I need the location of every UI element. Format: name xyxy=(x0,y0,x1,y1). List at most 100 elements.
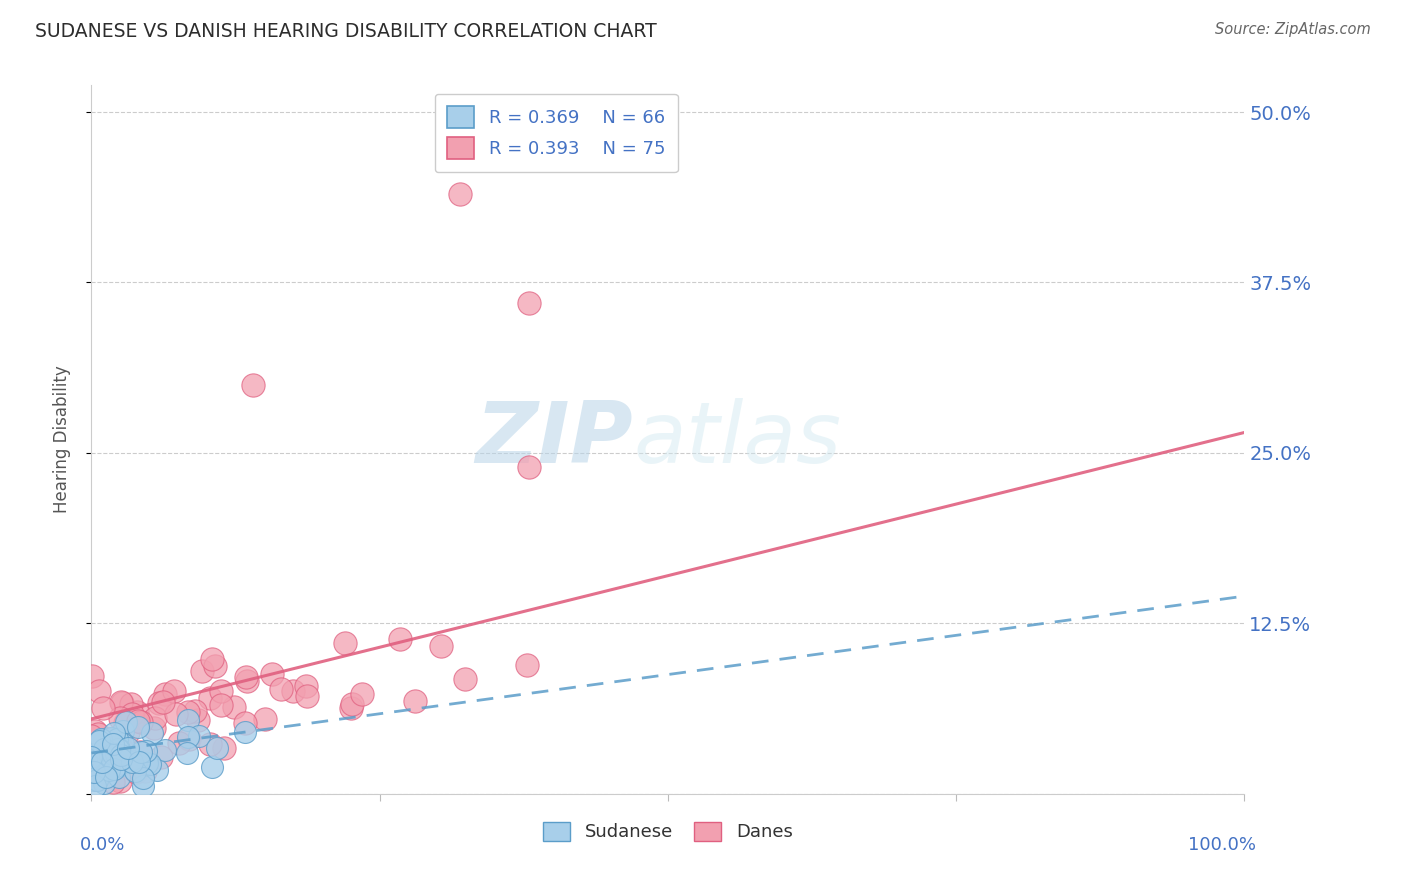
Point xyxy=(404,694,426,708)
Point xyxy=(87,684,110,698)
Point xyxy=(187,713,209,727)
Point xyxy=(128,745,150,759)
Point xyxy=(97,763,120,777)
Point xyxy=(131,771,153,785)
Point xyxy=(177,730,200,744)
Point xyxy=(125,764,148,779)
Point xyxy=(121,755,143,769)
Point xyxy=(83,773,105,788)
Point xyxy=(236,674,259,689)
Point xyxy=(110,695,132,709)
Point xyxy=(134,764,156,778)
Point xyxy=(117,740,139,755)
Point xyxy=(108,711,131,725)
Point xyxy=(91,747,114,761)
Point xyxy=(209,684,232,698)
Point xyxy=(80,730,103,744)
Point xyxy=(91,701,114,715)
Point xyxy=(201,651,224,665)
Text: 0.0%: 0.0% xyxy=(80,837,125,855)
Point xyxy=(108,773,131,788)
Point xyxy=(107,732,129,747)
Point xyxy=(148,696,170,710)
Point xyxy=(141,725,163,739)
Point xyxy=(91,746,114,760)
Text: atlas: atlas xyxy=(633,398,841,481)
Point xyxy=(105,732,128,747)
Point xyxy=(152,695,174,709)
Text: ZIP: ZIP xyxy=(475,398,633,481)
Point xyxy=(90,732,112,747)
Point xyxy=(163,683,186,698)
Point xyxy=(94,755,117,769)
Text: SUDANESE VS DANISH HEARING DISABILITY CORRELATION CHART: SUDANESE VS DANISH HEARING DISABILITY CO… xyxy=(35,22,657,41)
Point xyxy=(222,700,245,714)
Point xyxy=(108,770,131,784)
Point xyxy=(111,756,134,770)
Text: 100.0%: 100.0% xyxy=(1188,837,1256,855)
Point xyxy=(82,747,104,762)
Point xyxy=(121,706,143,721)
Point xyxy=(333,636,356,650)
Point xyxy=(177,731,200,746)
Point xyxy=(132,779,155,793)
Point xyxy=(127,754,149,768)
Point xyxy=(111,696,134,710)
Point xyxy=(143,711,166,725)
Point xyxy=(212,740,235,755)
Point xyxy=(176,747,198,761)
Point xyxy=(125,754,148,768)
Point xyxy=(104,757,127,772)
Point xyxy=(93,742,115,756)
Point xyxy=(519,296,541,310)
Point xyxy=(83,760,105,774)
Point xyxy=(350,687,373,701)
Point xyxy=(83,765,105,780)
Point xyxy=(96,732,118,747)
Point xyxy=(86,726,108,740)
Point xyxy=(103,762,125,776)
Point xyxy=(389,632,412,646)
Point xyxy=(107,742,129,756)
Point xyxy=(107,742,129,756)
Point xyxy=(101,747,124,761)
Point xyxy=(97,754,120,768)
Point xyxy=(124,764,146,778)
Point xyxy=(89,762,111,776)
Point xyxy=(91,755,114,769)
Point xyxy=(101,737,124,751)
Point xyxy=(84,779,107,793)
Point xyxy=(155,688,177,702)
Point xyxy=(283,684,305,698)
Point xyxy=(86,773,108,788)
Point xyxy=(260,666,283,681)
Point xyxy=(242,377,264,392)
Point xyxy=(87,746,110,760)
Point xyxy=(254,712,277,726)
Point xyxy=(128,756,150,770)
Point xyxy=(103,774,125,789)
Point xyxy=(98,746,121,760)
Point xyxy=(82,738,104,752)
Point xyxy=(143,721,166,735)
Point xyxy=(340,697,363,711)
Point xyxy=(100,731,122,745)
Point xyxy=(453,672,475,686)
Point xyxy=(110,742,132,756)
Point xyxy=(204,659,226,673)
Point xyxy=(295,689,318,703)
Point xyxy=(117,725,139,739)
Point xyxy=(128,714,150,729)
Point xyxy=(96,756,118,771)
Point xyxy=(83,745,105,759)
Point xyxy=(105,747,128,762)
Point xyxy=(270,681,292,696)
Point xyxy=(153,743,176,757)
Point xyxy=(105,741,128,756)
Point xyxy=(129,714,152,729)
Point xyxy=(198,690,221,705)
Point xyxy=(177,713,200,727)
Point xyxy=(110,739,132,753)
Point xyxy=(165,706,187,721)
Text: Source: ZipAtlas.com: Source: ZipAtlas.com xyxy=(1215,22,1371,37)
